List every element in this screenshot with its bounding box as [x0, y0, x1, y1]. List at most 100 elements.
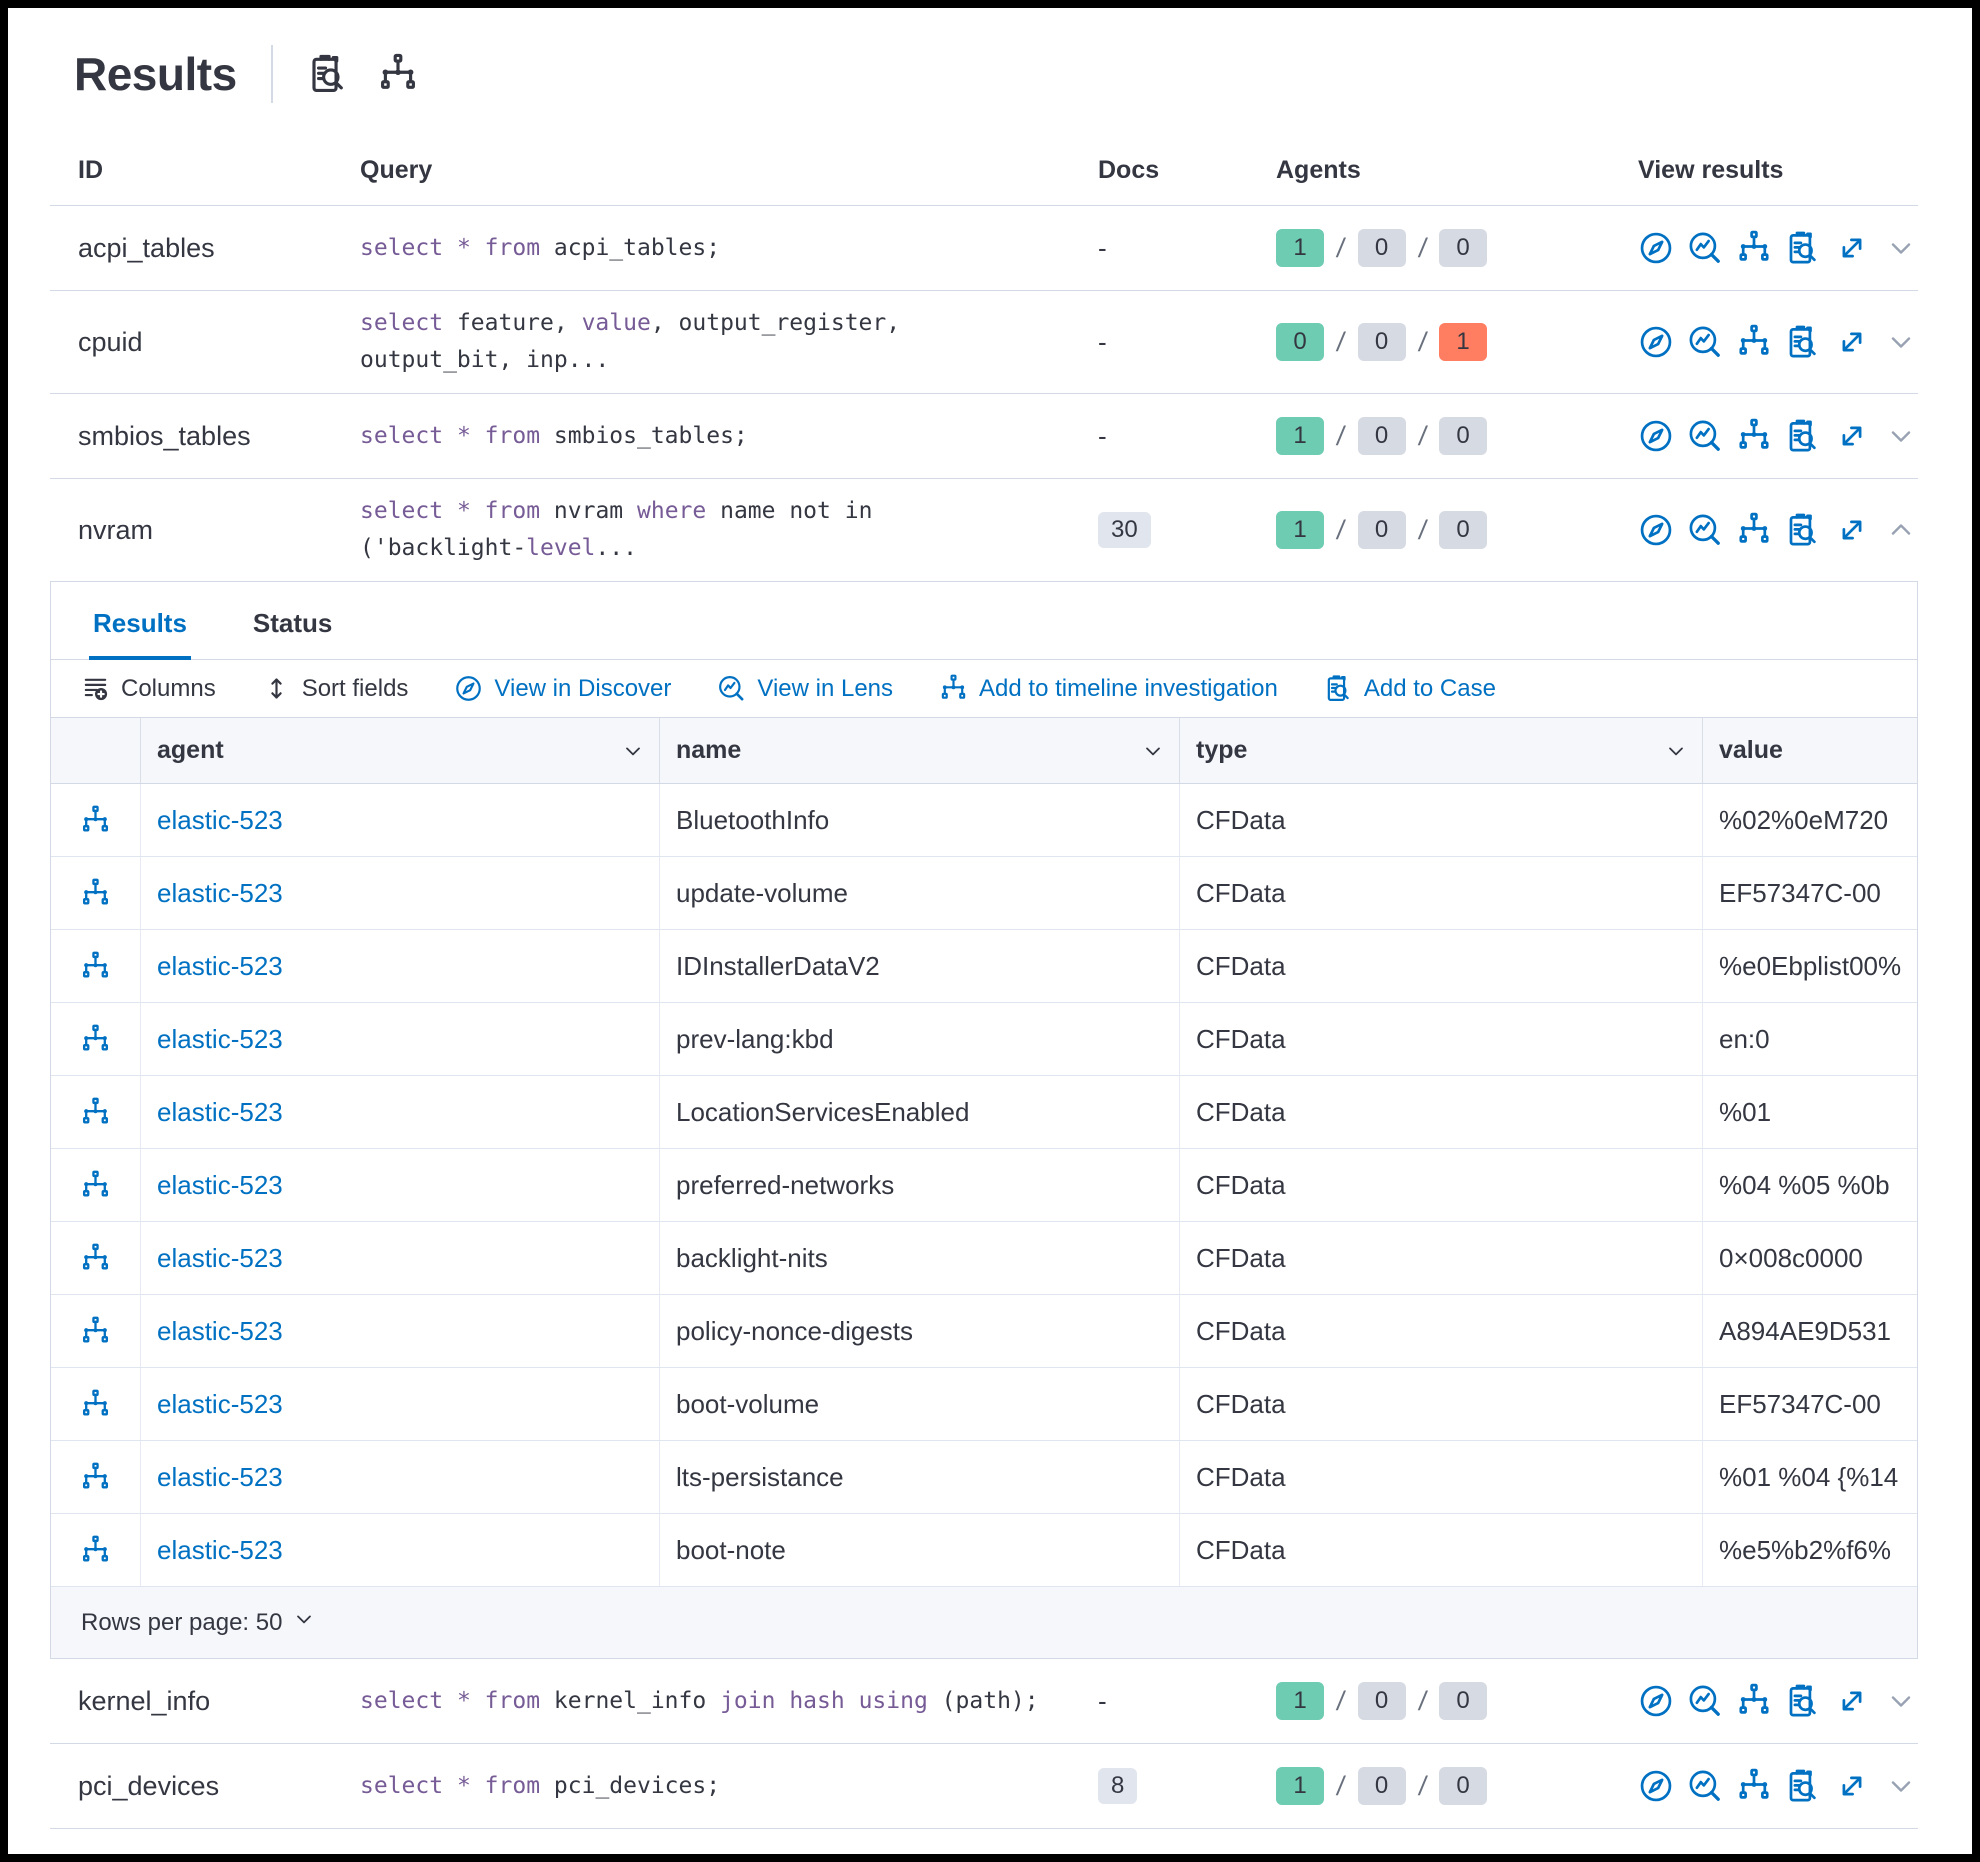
agent-link[interactable]: elastic-523 — [157, 1534, 283, 1565]
tab-results[interactable]: Results — [89, 582, 191, 660]
toolbar-columns-button[interactable]: Columns — [81, 674, 216, 703]
discover-icon[interactable] — [1638, 418, 1674, 454]
agent-link[interactable]: elastic-523 — [157, 1242, 283, 1273]
case-icon[interactable] — [1785, 1683, 1821, 1719]
cell-agent: elastic-523 — [141, 784, 660, 856]
agent-badge-pending: 0 — [1357, 1767, 1406, 1805]
toolbar-add-to-case-button[interactable]: Add to Case — [1324, 674, 1496, 703]
rows-per-page-button[interactable]: Rows per page: 50 — [81, 1607, 316, 1638]
pack-icon[interactable] — [307, 53, 349, 95]
column-header-query: Query — [360, 156, 433, 184]
discover-icon[interactable] — [1638, 1683, 1674, 1719]
expand-icon[interactable] — [1834, 512, 1870, 548]
lens-icon[interactable] — [1687, 324, 1723, 360]
agent-link[interactable]: elastic-523 — [157, 804, 283, 835]
expand-row-button[interactable] — [1885, 1685, 1917, 1717]
case-icon[interactable] — [1785, 512, 1821, 548]
view-results-actions — [1630, 512, 1918, 548]
add-to-timeline-cell[interactable] — [51, 1076, 141, 1148]
query-row-smbios_tables: smbios_tables select * from smbios_tables… — [50, 394, 1918, 479]
expand-icon[interactable] — [1834, 324, 1870, 360]
timeline-icon — [80, 805, 111, 836]
expand-icon[interactable] — [1834, 1768, 1870, 1804]
agent-link[interactable]: elastic-523 — [157, 1461, 283, 1492]
add-to-timeline-cell[interactable] — [51, 1295, 141, 1367]
agent-link[interactable]: elastic-523 — [157, 1388, 283, 1419]
grid-column-header-agent[interactable]: agent — [141, 718, 660, 783]
lens-icon[interactable] — [1687, 230, 1723, 266]
expand-row-button[interactable] — [1885, 326, 1917, 358]
agent-link[interactable]: elastic-523 — [157, 950, 283, 981]
toolbar-label: View in Lens — [757, 674, 894, 702]
timeline-icon[interactable] — [1736, 230, 1772, 266]
expand-row-button[interactable] — [1885, 1770, 1917, 1802]
grid-row: elastic-523 preferred-networks CFData %04 %… — [51, 1149, 1917, 1222]
timeline-icon — [80, 1389, 111, 1420]
toolbar-view-in-lens-button[interactable]: View in Lens — [717, 674, 893, 703]
collapse-row-button[interactable] — [1885, 514, 1917, 546]
query-id: pci_devices — [78, 1770, 220, 1801]
agent-link[interactable]: elastic-523 — [157, 877, 283, 908]
cell-name: boot-volume — [660, 1368, 1180, 1440]
timeline-icon[interactable] — [1736, 324, 1772, 360]
query-id: acpi_tables — [78, 232, 215, 263]
timeline-icon[interactable] — [1736, 1768, 1772, 1804]
timeline-icon[interactable] — [1736, 418, 1772, 454]
expand-row-button[interactable] — [1885, 420, 1917, 452]
grid-column-header-value[interactable]: value — [1703, 718, 1917, 783]
grid-column-header-type[interactable]: type — [1180, 718, 1703, 783]
add-to-timeline-cell[interactable] — [51, 1003, 141, 1075]
expand-icon[interactable] — [1834, 1683, 1870, 1719]
cell-agent: elastic-523 — [141, 1222, 660, 1294]
add-to-timeline-cell[interactable] — [51, 1222, 141, 1294]
query-sql: select * from smbios_tables; — [360, 422, 748, 449]
case-icon[interactable] — [1785, 324, 1821, 360]
rows-per-page-label: Rows per page: 50 — [81, 1608, 283, 1636]
agent-badge-failed: 1 — [1439, 323, 1488, 361]
cell-type: CFData — [1180, 857, 1703, 929]
query-row-cpuid: cpuid select feature, value, output_regis… — [50, 291, 1918, 394]
agent-link[interactable]: elastic-523 — [157, 1315, 283, 1346]
agent-status: 1 / 0 / 0 — [1270, 417, 1630, 455]
discover-icon[interactable] — [1638, 1768, 1674, 1804]
case-icon[interactable] — [1785, 230, 1821, 266]
sort-icon — [262, 674, 291, 703]
grid-column-header-name[interactable]: name — [660, 718, 1180, 783]
agent-link[interactable]: elastic-523 — [157, 1096, 283, 1127]
agent-link[interactable]: elastic-523 — [157, 1169, 283, 1200]
timeline-icon[interactable] — [1736, 1683, 1772, 1719]
agent-badge-failed: 0 — [1439, 1767, 1488, 1805]
toolbar-label: Add to Case — [1363, 674, 1496, 702]
lens-icon[interactable] — [1687, 418, 1723, 454]
timeline-icon[interactable] — [377, 53, 419, 95]
discover-icon[interactable] — [1638, 324, 1674, 360]
agent-link[interactable]: elastic-523 — [157, 1023, 283, 1054]
agent-status: 1 / 0 / 0 — [1270, 229, 1630, 267]
tab-status[interactable]: Status — [252, 608, 333, 638]
query-sql: select * from acpi_tables; — [360, 234, 721, 261]
case-icon[interactable] — [1785, 1768, 1821, 1804]
view-results-actions — [1630, 230, 1918, 266]
add-to-timeline-cell[interactable] — [51, 1149, 141, 1221]
toolbar-view-in-discover-button[interactable]: View in Discover — [454, 674, 671, 703]
timeline-icon[interactable] — [1736, 512, 1772, 548]
add-to-timeline-cell[interactable] — [51, 930, 141, 1002]
add-to-timeline-cell[interactable] — [51, 857, 141, 929]
discover-icon[interactable] — [1638, 512, 1674, 548]
discover-icon[interactable] — [1638, 230, 1674, 266]
add-to-timeline-cell[interactable] — [51, 784, 141, 856]
add-to-timeline-cell[interactable] — [51, 1514, 141, 1586]
lens-icon[interactable] — [1687, 1768, 1723, 1804]
lens-icon[interactable] — [1687, 1683, 1723, 1719]
add-to-timeline-cell[interactable] — [51, 1441, 141, 1513]
lens-icon[interactable] — [1687, 512, 1723, 548]
expand-icon[interactable] — [1834, 418, 1870, 454]
query-id: kernel_info — [78, 1685, 211, 1716]
expand-row-button[interactable] — [1885, 232, 1917, 264]
toolbar-add-to-timeline-investigation-button[interactable]: Add to timeline investigation — [939, 674, 1278, 703]
case-icon[interactable] — [1785, 418, 1821, 454]
add-to-timeline-cell[interactable] — [51, 1368, 141, 1440]
cell-value: %01 — [1719, 1096, 1772, 1127]
toolbar-sort-fields-button[interactable]: Sort fields — [262, 674, 408, 703]
expand-icon[interactable] — [1834, 230, 1870, 266]
